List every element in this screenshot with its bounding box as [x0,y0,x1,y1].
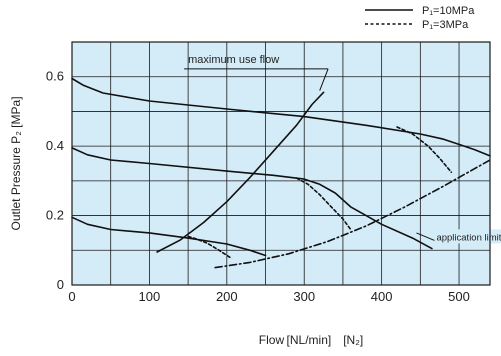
y-tick-label: 0 [57,277,64,292]
ticks-group: 0 100 200 300 400 500 0 0.2 0.4 0.6 [46,69,470,304]
annotation-label-background [434,229,501,244]
annotation-application-limits-flow: application limits flow [436,232,501,243]
annotation-maximum-use-flow: maximum use flow [188,54,279,66]
annotation-leader [319,68,329,91]
series-line [71,77,491,157]
x-tick-label: 300 [293,289,315,304]
x-tick-label: 200 [216,289,238,304]
y-axis-title: Outlet Pressure P₂ [MPa] [9,96,23,230]
plot-frame [71,41,491,286]
series-line [295,177,352,231]
series-group [71,77,491,269]
x-tick-label: 100 [139,289,161,304]
legend-label: P₁=10MPa [422,5,475,17]
x-tick-label: 500 [448,289,470,304]
series-line [156,91,325,253]
series-line [71,147,433,250]
y-tick-label: 0.4 [46,138,64,153]
series-line [71,216,267,257]
legend-label: P₁=3MPa [422,19,469,31]
x-tick-label: 0 [68,289,75,304]
grid [72,42,490,285]
legend: P₁=10MPa P₁=3MPa [365,5,475,31]
annotations-group: maximum use flow application limits flow [184,54,501,244]
x-tick-label: 400 [371,289,393,304]
y-tick-label: 0.6 [46,69,64,84]
series-line [214,159,491,269]
annotation-leader [416,232,435,241]
series-line [187,235,232,259]
x-axis-title: Flow [NL/min] [N₂] [259,333,363,347]
y-tick-label: 0.2 [46,208,64,223]
plot-background [72,42,490,285]
series-line [396,126,453,173]
